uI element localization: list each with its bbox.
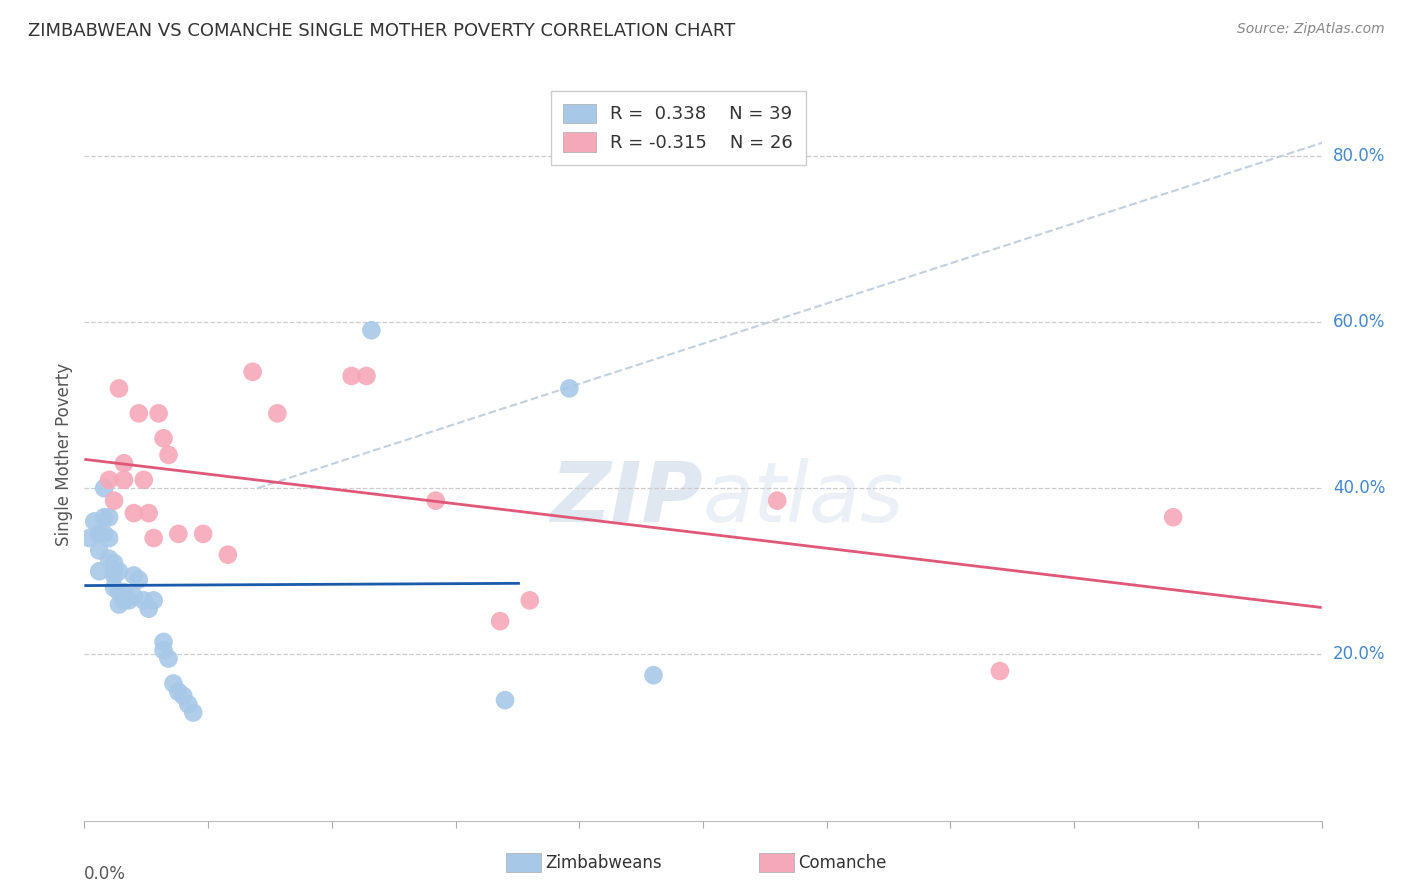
Point: [112, 593, 135, 607]
Point: [79, 531, 101, 545]
Point: [132, 593, 155, 607]
Point: [157, 651, 180, 665]
Text: atlas: atlas: [703, 458, 904, 540]
Point: [643, 668, 665, 682]
Point: [132, 473, 155, 487]
Point: [988, 664, 1011, 678]
Point: [108, 381, 131, 395]
Point: [489, 614, 512, 628]
Point: [103, 581, 125, 595]
Point: [122, 506, 145, 520]
Point: [98, 551, 121, 566]
Point: [266, 406, 288, 420]
Point: [112, 473, 135, 487]
Point: [558, 381, 581, 395]
Point: [89, 543, 111, 558]
Text: Zimbabweans: Zimbabweans: [546, 854, 662, 871]
Text: Comanche: Comanche: [799, 854, 887, 871]
Text: 0.0%: 0.0%: [84, 864, 127, 882]
Point: [356, 368, 378, 383]
Legend: R =  0.338    N = 39, R = -0.315    N = 26: R = 0.338 N = 39, R = -0.315 N = 26: [551, 91, 806, 165]
Point: [152, 431, 174, 445]
Point: [519, 593, 541, 607]
Point: [103, 493, 125, 508]
Y-axis label: Single Mother Poverty: Single Mother Poverty: [55, 363, 73, 547]
Point: [112, 585, 135, 599]
Text: Source: ZipAtlas.com: Source: ZipAtlas.com: [1237, 22, 1385, 37]
Point: [167, 527, 190, 541]
Point: [138, 506, 160, 520]
Point: [177, 698, 200, 712]
Point: [494, 693, 516, 707]
Point: [148, 406, 170, 420]
Point: [172, 689, 194, 703]
Text: 20.0%: 20.0%: [1333, 646, 1385, 664]
Point: [93, 527, 115, 541]
Point: [98, 510, 121, 524]
Point: [103, 564, 125, 578]
Point: [425, 493, 447, 508]
Point: [340, 368, 363, 383]
Point: [98, 531, 121, 545]
Point: [89, 564, 111, 578]
Point: [93, 510, 115, 524]
Point: [181, 706, 204, 720]
Point: [112, 456, 135, 470]
Point: [217, 548, 239, 562]
Point: [242, 365, 264, 379]
Point: [93, 481, 115, 495]
Text: 80.0%: 80.0%: [1333, 146, 1385, 165]
Point: [128, 406, 150, 420]
Point: [122, 568, 145, 582]
Point: [98, 473, 121, 487]
Point: [103, 556, 125, 570]
Point: [128, 573, 150, 587]
Point: [118, 593, 141, 607]
Point: [108, 585, 131, 599]
Point: [108, 598, 131, 612]
Text: 40.0%: 40.0%: [1333, 479, 1385, 497]
Point: [1161, 510, 1184, 524]
Point: [89, 527, 111, 541]
Point: [191, 527, 214, 541]
Point: [142, 531, 165, 545]
Point: [162, 676, 184, 690]
Point: [157, 448, 180, 462]
Point: [103, 568, 125, 582]
Point: [122, 589, 145, 603]
Text: ZIP: ZIP: [550, 458, 703, 540]
Point: [360, 323, 382, 337]
Point: [83, 515, 105, 529]
Point: [167, 685, 190, 699]
Point: [142, 593, 165, 607]
Point: [152, 643, 174, 657]
Point: [108, 564, 131, 578]
Point: [766, 493, 789, 508]
Text: 60.0%: 60.0%: [1333, 313, 1385, 331]
Text: ZIMBABWEAN VS COMANCHE SINGLE MOTHER POVERTY CORRELATION CHART: ZIMBABWEAN VS COMANCHE SINGLE MOTHER POV…: [28, 22, 735, 40]
Point: [138, 601, 160, 615]
Point: [152, 635, 174, 649]
